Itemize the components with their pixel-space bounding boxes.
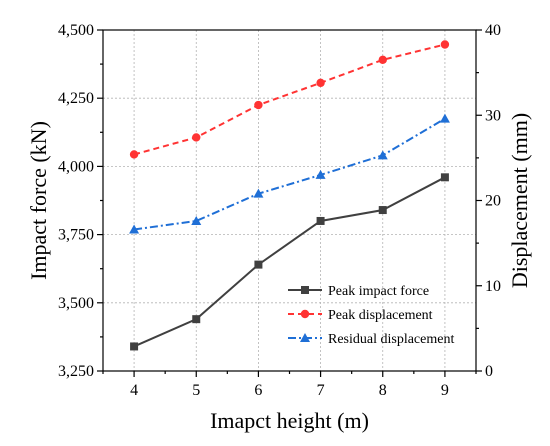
data-point [440,173,449,182]
series-layer [129,40,450,351]
left-y-tick-label: 3,250 [58,363,94,380]
right-y-tick-label: 0 [485,363,493,380]
data-point [378,55,387,65]
legend-label: Peak displacement [328,308,433,323]
left-y-axis-title: Impact force (kN) [26,121,51,280]
left-y-tick-label: 4,500 [58,22,94,39]
series-2 [129,113,450,234]
right-y-tick-label: 40 [485,22,501,39]
left-y-tick-label: 4,000 [58,158,94,175]
series-line [133,117,446,231]
data-point [130,342,139,351]
data-point [316,78,325,88]
legend-marker [300,333,310,342]
data-point [192,133,201,142]
series-line [133,176,446,348]
legend: Peak impact force Peak displacement Residu… [288,284,454,347]
data-point [192,315,201,324]
x-tick-label: 5 [192,382,200,399]
x-tick-label: 9 [441,382,449,399]
legend-label: Peak impact force [328,284,429,299]
x-axis-title: Imapct height (m) [210,408,369,433]
data-point [129,224,140,234]
data-point [315,169,326,179]
x-tick-label: 8 [379,382,387,399]
left-y-tick-label: 3,750 [58,227,94,244]
left-y-tick-label: 3,500 [58,295,94,312]
legend-label: Residual displacement [328,332,454,347]
ticks-layer: 3,250 3,500 3,750 4,000 4,250 4,500 0 10 20 30 40 4… [58,22,501,399]
right-y-tick-label: 30 [485,107,501,124]
series-1 [129,40,450,159]
data-point [254,260,263,269]
right-y-tick-label: 10 [485,278,501,295]
right-y-tick-label: 20 [485,193,501,210]
data-point [254,100,263,110]
right-y-axis-title: Displacement (mm) [507,113,532,288]
x-tick-label: 7 [317,382,325,399]
legend-marker [300,309,310,319]
x-tick-label: 4 [130,382,138,399]
data-point [440,40,450,49]
legend-item: Peak impact force [288,284,429,299]
data-point [378,206,387,215]
data-point [377,150,388,160]
left-y-tick-label: 4,250 [58,90,94,107]
data-point [253,188,264,198]
data-point [191,215,202,225]
data-point [439,113,450,123]
legend-item: Peak displacement [288,308,433,323]
data-point [129,150,139,159]
legend-marker [301,286,309,294]
legend-item: Residual displacement [288,332,454,347]
data-point [316,216,325,225]
series-line [133,43,446,156]
x-tick-label: 6 [254,382,262,399]
series-0 [130,173,449,351]
